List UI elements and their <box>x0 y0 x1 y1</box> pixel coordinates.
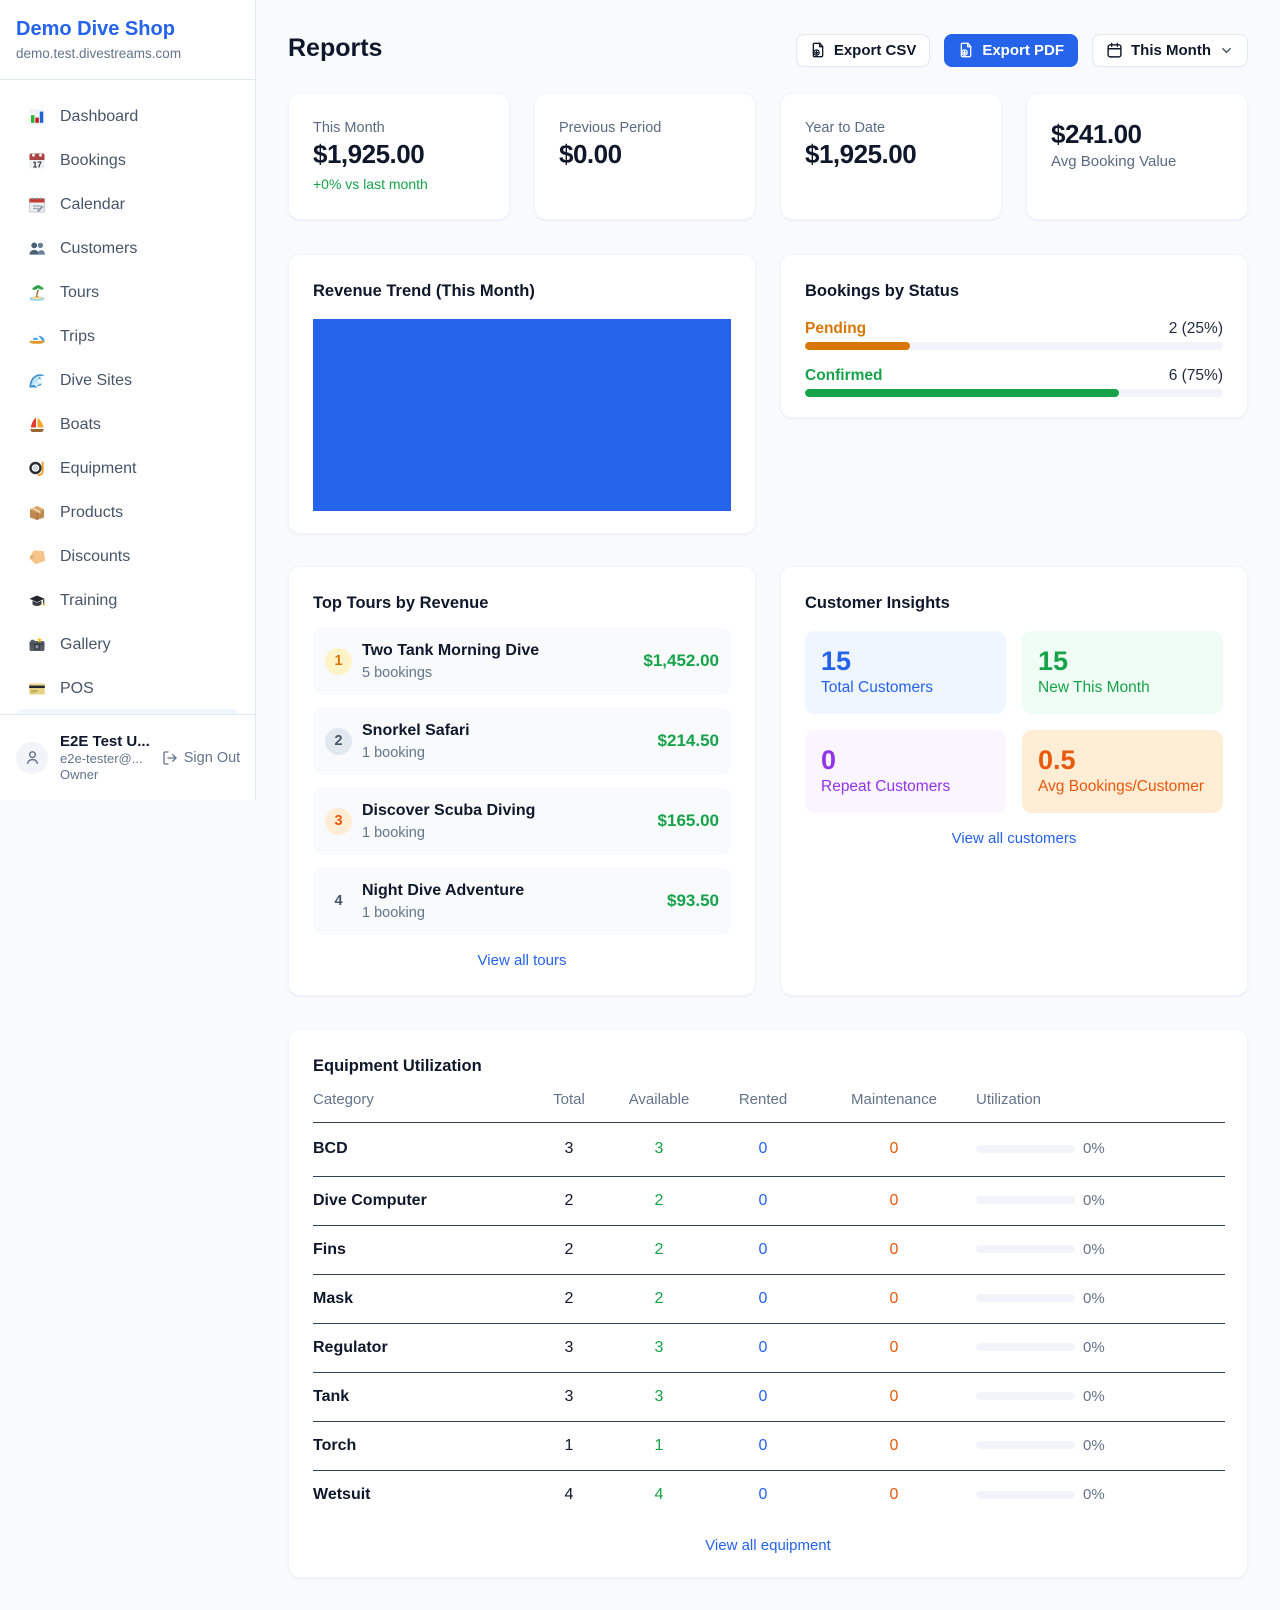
svg-text:17: 17 <box>32 159 42 169</box>
